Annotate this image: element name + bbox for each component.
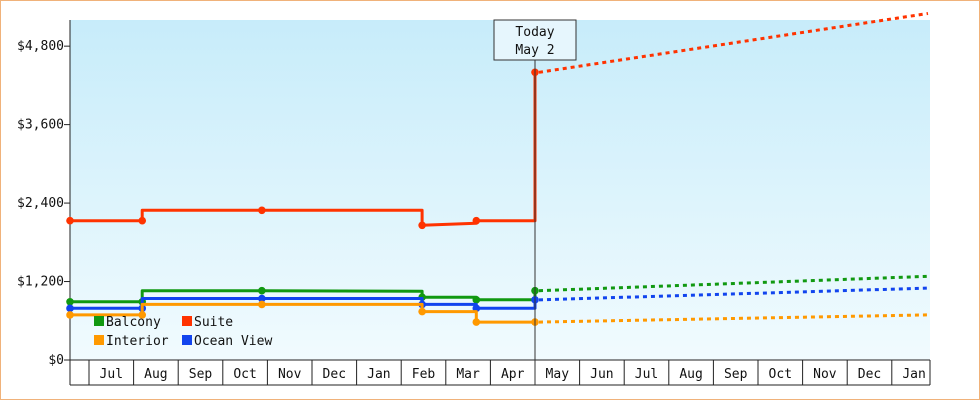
- data-point: [66, 311, 74, 319]
- data-point: [472, 318, 481, 326]
- x-tick-label: Dec: [323, 367, 346, 382]
- x-tick-label: Oct: [769, 367, 792, 382]
- x-tick-label: Sep: [724, 367, 748, 382]
- data-point: [138, 311, 147, 319]
- data-point: [472, 216, 481, 225]
- data-point: [258, 300, 266, 309]
- today-date: May 2: [515, 43, 554, 58]
- x-tick-label: Oct: [233, 367, 256, 382]
- legend-swatch: [182, 335, 192, 345]
- legend-label: Ocean View: [194, 334, 272, 349]
- series-line-suite: [70, 72, 537, 227]
- x-tick-label: Sep: [189, 367, 213, 382]
- x-tick-label: Apr: [501, 367, 525, 382]
- x-tick-label: Feb: [412, 367, 436, 382]
- legend-label: Suite: [194, 315, 233, 330]
- data-point: [66, 216, 74, 225]
- x-tick-label: Dec: [858, 367, 881, 382]
- y-tick-label: $1,200: [17, 275, 64, 290]
- forecast-line-ocean-view: [538, 286, 929, 302]
- data-point: [66, 304, 74, 313]
- data-point: [418, 307, 426, 316]
- today-label: Today: [515, 25, 554, 40]
- legend-swatch: [94, 335, 104, 345]
- y-tick-label: $2,400: [17, 196, 64, 211]
- data-point: [138, 216, 147, 225]
- forecast-line-interior: [538, 313, 929, 324]
- x-tick-label: Mar: [456, 367, 480, 382]
- legend-swatch: [94, 316, 104, 326]
- data-point: [258, 286, 266, 295]
- x-tick-label: Nov: [813, 367, 837, 382]
- x-tick-label: Nov: [278, 367, 302, 382]
- x-tick-label: Jul: [635, 367, 658, 382]
- x-tick-label: Jul: [100, 367, 123, 382]
- legend-swatch: [182, 316, 192, 326]
- y-tick-label: $3,600: [17, 118, 64, 133]
- forecast-line-balcony: [538, 274, 929, 293]
- y-tick-label: $4,800: [17, 39, 64, 54]
- x-tick-label: Jan: [902, 367, 925, 382]
- data-point: [66, 298, 74, 306]
- x-tick-label: Jan: [367, 367, 390, 382]
- legend-label: Interior: [106, 334, 169, 349]
- x-tick-label: Aug: [679, 367, 702, 382]
- today-box: [493, 19, 577, 61]
- data-point: [258, 206, 266, 215]
- data-point: [472, 296, 481, 304]
- forecast-line-suite: [538, 11, 929, 74]
- data-point: [258, 294, 266, 303]
- y-tick-label: $0: [48, 353, 64, 368]
- legend-label: Balcony: [106, 315, 161, 330]
- x-tick-label: May: [546, 367, 570, 382]
- x-tick-label: Jun: [590, 367, 613, 382]
- x-tick-label: Aug: [144, 367, 167, 382]
- data-point: [418, 221, 426, 230]
